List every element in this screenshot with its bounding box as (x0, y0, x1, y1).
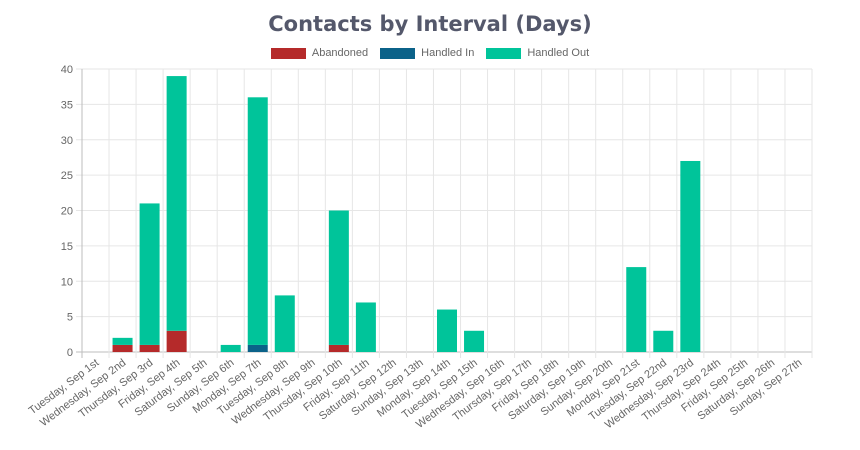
bar-abandoned (166, 330, 187, 352)
y-tick-label: 10 (61, 276, 73, 288)
bar-handled-out (626, 267, 647, 352)
bar-handled-out (355, 302, 376, 352)
y-tick-label: 20 (61, 206, 73, 218)
legend-item-handled-out[interactable]: Handled Out (486, 47, 589, 59)
bar-handled-out (139, 203, 160, 345)
legend-swatch-handled-out (486, 47, 522, 59)
legend-item-handled-in[interactable]: Handled In (380, 47, 474, 59)
bar-handled-out (220, 344, 241, 352)
bar-handled-out (464, 330, 485, 352)
legend-swatch-handled-in (380, 47, 416, 59)
bar-handled-in (247, 344, 268, 352)
y-tick-label: 40 (61, 64, 73, 76)
bar-handled-out (274, 295, 295, 352)
y-tick-label: 5 (67, 312, 73, 324)
legend-item-abandoned[interactable]: Abandoned (270, 47, 369, 59)
bar-handled-out (437, 309, 457, 352)
y-tick-label: 30 (61, 135, 73, 147)
legend-label-abandoned: Abandoned (311, 47, 369, 59)
bar-handled-out (328, 210, 349, 345)
bar-abandoned (139, 344, 160, 352)
bar-handled-out (112, 337, 133, 345)
bar-handled-out (653, 330, 674, 352)
y-tick-label: 0 (67, 347, 73, 359)
y-tick-label: 35 (61, 99, 73, 111)
bar-abandoned (328, 344, 349, 352)
y-tick-label: 15 (61, 241, 73, 253)
y-tick-label: 25 (61, 170, 73, 182)
chart-title: Contacts by Interval (Days) (268, 12, 592, 36)
chart-legend: Abandoned Handled In Handled Out (0, 47, 860, 59)
legend-label-handled-out: Handled Out (527, 47, 590, 59)
bar-handled-out (166, 76, 187, 331)
bar-handled-out (247, 97, 268, 345)
bar-abandoned (112, 344, 133, 352)
legend-swatch-abandoned (270, 47, 306, 59)
legend-label-handled-in: Handled In (421, 47, 475, 59)
bar-handled-out (680, 160, 701, 352)
